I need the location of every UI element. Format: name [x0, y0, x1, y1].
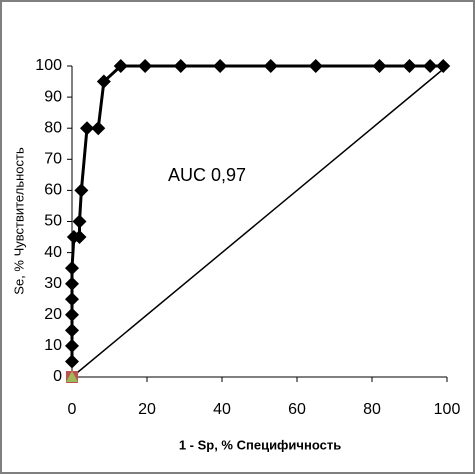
point: [402, 59, 417, 73]
x-tick-label: 100: [434, 401, 461, 418]
point: [65, 276, 79, 291]
point: [213, 59, 228, 73]
point: [436, 59, 451, 73]
y-tick-label: 60: [44, 182, 62, 199]
y-tick-label: 20: [44, 306, 62, 323]
point: [66, 371, 78, 382]
point: [91, 121, 106, 136]
point: [113, 59, 128, 73]
point: [65, 323, 79, 338]
point: [65, 354, 79, 369]
point: [308, 59, 323, 73]
x-tick-label: 40: [213, 401, 231, 418]
point: [80, 121, 94, 136]
y-tick-label: 40: [44, 244, 62, 261]
x-tick-label: 20: [138, 401, 156, 418]
point: [263, 59, 278, 73]
y-tick-label: 70: [44, 151, 62, 168]
point: [72, 230, 87, 245]
point: [65, 307, 79, 322]
point: [372, 59, 387, 73]
x-axis-title: 1 - Sp, % Специфичность: [179, 437, 341, 452]
y-tick-label: 80: [44, 119, 62, 136]
point: [138, 59, 153, 73]
x-tick-label: 0: [68, 401, 77, 418]
line: [71, 65, 448, 378]
y-axis-title: Se, % Чувствительность: [11, 147, 26, 295]
point: [96, 74, 111, 89]
annotation: AUC 0,97: [168, 165, 246, 185]
point: [65, 261, 79, 276]
y-tick-label: 100: [35, 57, 62, 74]
y-tick-label: 10: [44, 337, 62, 354]
point: [72, 214, 87, 229]
x-tick-label: 60: [288, 401, 306, 418]
point: [65, 338, 79, 353]
point: [423, 59, 438, 73]
y-tick-label: 50: [44, 213, 62, 230]
point: [65, 292, 79, 307]
point: [173, 59, 188, 73]
point: [74, 183, 89, 198]
y-tick-label: 30: [44, 275, 62, 292]
y-tick-label: 0: [53, 368, 62, 385]
y-tick-label: 90: [44, 88, 62, 105]
x-tick-label: 80: [363, 401, 381, 418]
